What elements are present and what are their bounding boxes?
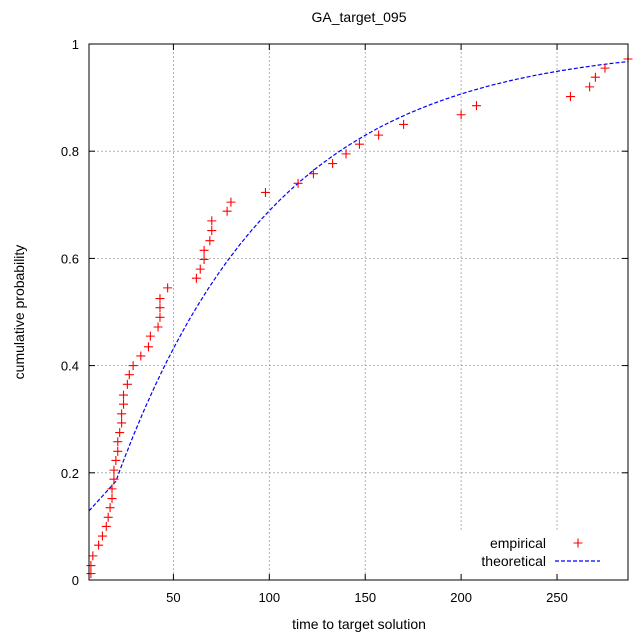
empirical-point xyxy=(117,418,127,428)
empirical-point xyxy=(155,303,165,313)
y-tick-label: 1 xyxy=(72,37,79,52)
empirical-point xyxy=(86,569,96,579)
x-axis-title: time to target solution xyxy=(292,616,426,632)
empirical-point xyxy=(207,226,217,236)
empirical-point xyxy=(191,273,201,283)
empirical-point xyxy=(354,139,364,149)
y-tick-label: 0.6 xyxy=(61,251,79,266)
theoretical-curve xyxy=(88,60,629,512)
empirical-point xyxy=(207,216,217,226)
x-tick-label: 250 xyxy=(546,590,568,605)
empirical-point xyxy=(122,379,132,389)
empirical-point xyxy=(115,428,125,438)
empirical-point xyxy=(222,206,232,216)
empirical-point xyxy=(124,370,134,380)
empirical-point xyxy=(585,82,595,92)
empirical-point xyxy=(471,101,481,111)
legend-label-empirical: empirical xyxy=(490,535,546,551)
y-tick-label: 0.4 xyxy=(61,359,79,374)
empirical-point xyxy=(226,197,236,207)
empirical-point xyxy=(88,551,98,561)
empirical-point xyxy=(600,63,610,73)
legend: empirical theoretical xyxy=(481,535,600,569)
legend-marker-empirical xyxy=(573,538,583,548)
empirical-point xyxy=(199,245,209,255)
empirical-point xyxy=(101,521,111,531)
empirical-point xyxy=(113,446,123,456)
empirical-point xyxy=(97,531,107,541)
empirical-point xyxy=(107,494,117,504)
empirical-point xyxy=(86,561,96,571)
empirical-point xyxy=(341,149,351,159)
x-tick-label: 150 xyxy=(354,590,376,605)
empirical-point xyxy=(145,331,155,341)
x-tick-label: 50 xyxy=(166,590,180,605)
x-tick-label: 200 xyxy=(450,590,472,605)
y-tick-label: 0.2 xyxy=(61,466,79,481)
empirical-point xyxy=(163,283,173,293)
axis-ticks: 50 100 150 200 250 0 0.2 0.4 0.6 0.8 1 xyxy=(61,37,628,605)
empirical-point xyxy=(308,169,318,179)
x-tick-label: 100 xyxy=(258,590,280,605)
empirical-point xyxy=(119,390,129,400)
empirical-point xyxy=(565,92,575,102)
y-tick-label: 0 xyxy=(72,573,79,588)
empirical-point xyxy=(205,236,215,246)
empirical-point xyxy=(117,409,127,419)
y-tick-label: 0.8 xyxy=(61,144,79,159)
plot-frame xyxy=(88,43,629,581)
empirical-point xyxy=(590,72,600,82)
empirical-point xyxy=(199,254,209,264)
empirical-point xyxy=(128,361,138,371)
empirical-point xyxy=(107,484,117,494)
empirical-point xyxy=(456,110,466,120)
empirical-point xyxy=(119,399,129,409)
empirical-point xyxy=(195,264,205,274)
empirical-point xyxy=(143,342,153,352)
chart-title: GA_target_095 xyxy=(312,9,407,25)
legend-label-theoretical: theoretical xyxy=(481,553,546,569)
empirical-point xyxy=(94,540,104,550)
empirical-point xyxy=(109,465,119,475)
empirical-point xyxy=(155,294,165,304)
empirical-point xyxy=(260,187,270,197)
empirical-point xyxy=(111,455,121,465)
grid-lines xyxy=(89,44,628,580)
y-axis-title: cumulative probability xyxy=(11,245,27,380)
plot-series xyxy=(86,54,633,579)
empirical-point xyxy=(374,130,384,140)
empirical-point xyxy=(105,503,115,513)
empirical-point xyxy=(293,178,303,188)
empirical-point xyxy=(399,119,409,129)
empirical-point xyxy=(153,322,163,332)
empirical-point xyxy=(155,312,165,322)
empirical-point xyxy=(328,159,338,169)
empirical-point xyxy=(136,351,146,361)
empirical-point xyxy=(103,512,113,522)
empirical-point xyxy=(109,474,119,484)
empirical-point xyxy=(113,437,123,447)
